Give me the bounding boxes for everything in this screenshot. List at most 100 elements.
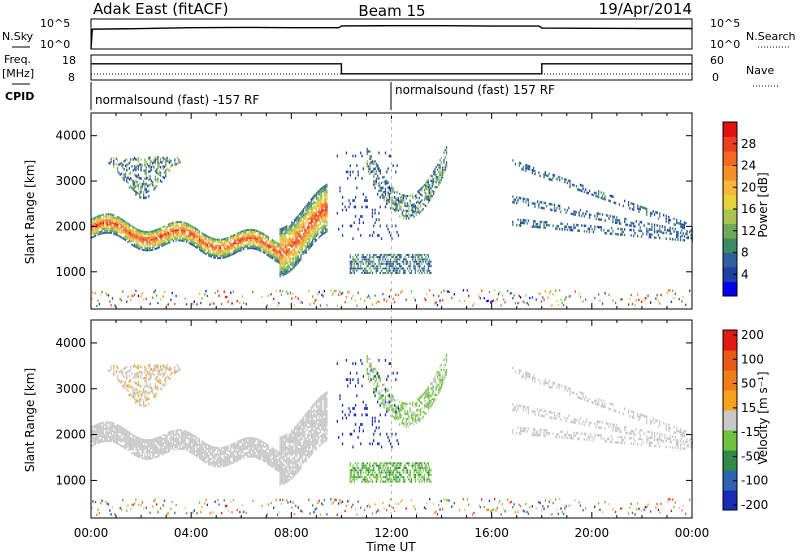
velocity-echo-cell (128, 435, 130, 438)
velocity-echo-cell (104, 440, 106, 443)
power-echo-cell (250, 245, 253, 248)
power-echo-cell (262, 241, 264, 244)
power-echo-cell (397, 197, 400, 200)
velocity-echo-cell (150, 390, 153, 393)
power-echo-cell (517, 199, 519, 202)
power-echo-cell (356, 304, 358, 307)
power-echo-cell (218, 253, 220, 256)
power-echo-cell (117, 215, 119, 218)
power-echo-cell (529, 296, 531, 300)
velocity-echo-cell (191, 439, 193, 442)
velocity-echo-cell (98, 429, 101, 432)
velocity-echo-cell (178, 443, 180, 446)
power-echo-cell (280, 244, 283, 247)
power-echo-cell (410, 204, 413, 207)
power-echo-cell (143, 169, 145, 172)
power-echo-cell (140, 190, 142, 194)
power-echo-cell (422, 185, 424, 188)
power-echo-cell (289, 236, 292, 239)
power-echo-cell (304, 229, 306, 231)
power-echo-cell (317, 196, 319, 199)
power-echo-cell (205, 249, 207, 251)
power-echo-cell (258, 234, 260, 237)
power-echo-cell (100, 230, 102, 233)
power-echo-cell (374, 267, 376, 270)
velocity-echo-cell (197, 450, 199, 453)
power-echo-cell (132, 169, 134, 172)
power-echo-cell (284, 234, 286, 237)
velocity-echo-cell (192, 434, 194, 437)
power-echo-cell (405, 204, 407, 208)
velocity-echo-cell (144, 365, 146, 369)
velocity-echo-cell (183, 431, 185, 434)
power-echo-cell (348, 205, 350, 209)
power-echo-cell (149, 245, 151, 248)
power-echo-cell (145, 182, 147, 186)
power-echo-cell (579, 189, 582, 192)
velocity-echo-cell (148, 402, 150, 406)
velocity-echo-cell (123, 386, 125, 390)
power-echo-cell (326, 208, 328, 211)
velocity-echo-cell (167, 512, 169, 515)
velocity-echo-cell (217, 459, 219, 462)
velocity-echo-cell (115, 431, 117, 434)
power-echo-cell (213, 248, 215, 251)
power-echo-cell (292, 230, 294, 233)
velocity-echo-cell (110, 425, 112, 428)
velocity-echo-cell (172, 448, 175, 451)
velocity-echo-cell (198, 448, 201, 451)
power-echo-cell (414, 299, 416, 302)
power-echo-cell (308, 217, 310, 220)
power-echo-cell (126, 177, 128, 180)
velocity-echo-cell (140, 446, 142, 449)
velocity-echo-cell (98, 433, 101, 436)
power-echo-cell (522, 165, 524, 169)
power-echo-cell (365, 205, 367, 209)
power-echo-cell (175, 227, 177, 230)
power-echo-cell (113, 157, 115, 160)
velocity-echo-cell (161, 368, 163, 372)
velocity-echo-cell (159, 507, 162, 510)
power-echo-cell (319, 192, 322, 195)
power-echo-cell (304, 237, 306, 240)
power-echo-cell (110, 219, 112, 222)
velocity-echo-cell (223, 464, 225, 467)
power-echo-cell (162, 244, 164, 247)
velocity-echo-cell (133, 364, 136, 367)
power-echo-cell (354, 258, 357, 261)
power-echo-cell (392, 269, 394, 272)
power-echo-cell (227, 255, 229, 258)
power-echo-cell (378, 189, 380, 193)
velocity-echo-cell (185, 449, 188, 452)
power-echo-cell (547, 174, 549, 178)
power-echo-cell (635, 220, 637, 223)
power-echo-cell (409, 194, 411, 197)
power-echo-cell (565, 211, 567, 214)
power-echo-cell (232, 252, 234, 255)
power-echo-cell (144, 185, 146, 189)
power-echo-cell (137, 233, 140, 235)
power-echo-cell (426, 188, 428, 191)
power-echo-cell (313, 205, 315, 208)
power-echo-cell (317, 190, 319, 193)
power-echo-cell (405, 262, 407, 265)
velocity-echo-cell (123, 446, 125, 449)
power-echo-cell (366, 165, 368, 168)
power-echo-cell (300, 246, 302, 249)
power-echo-cell (624, 233, 626, 237)
power-echo-cell (395, 170, 397, 174)
power-echo-cell (211, 239, 214, 242)
power-echo-cell (254, 235, 257, 238)
power-echo-cell (390, 187, 392, 190)
power-echo-cell (301, 230, 303, 233)
velocity-echo-cell (94, 434, 97, 437)
velocity-echo-cell (102, 423, 104, 426)
power-echo-cell (227, 236, 229, 239)
power-echo-cell (384, 151, 387, 155)
power-echo-cell (608, 229, 610, 232)
power-echo-cell (534, 170, 536, 173)
power-echo-cell (438, 183, 440, 187)
power-echo-cell (557, 204, 559, 207)
power-echo-cell (609, 232, 611, 235)
power-echo-cell (133, 181, 136, 184)
